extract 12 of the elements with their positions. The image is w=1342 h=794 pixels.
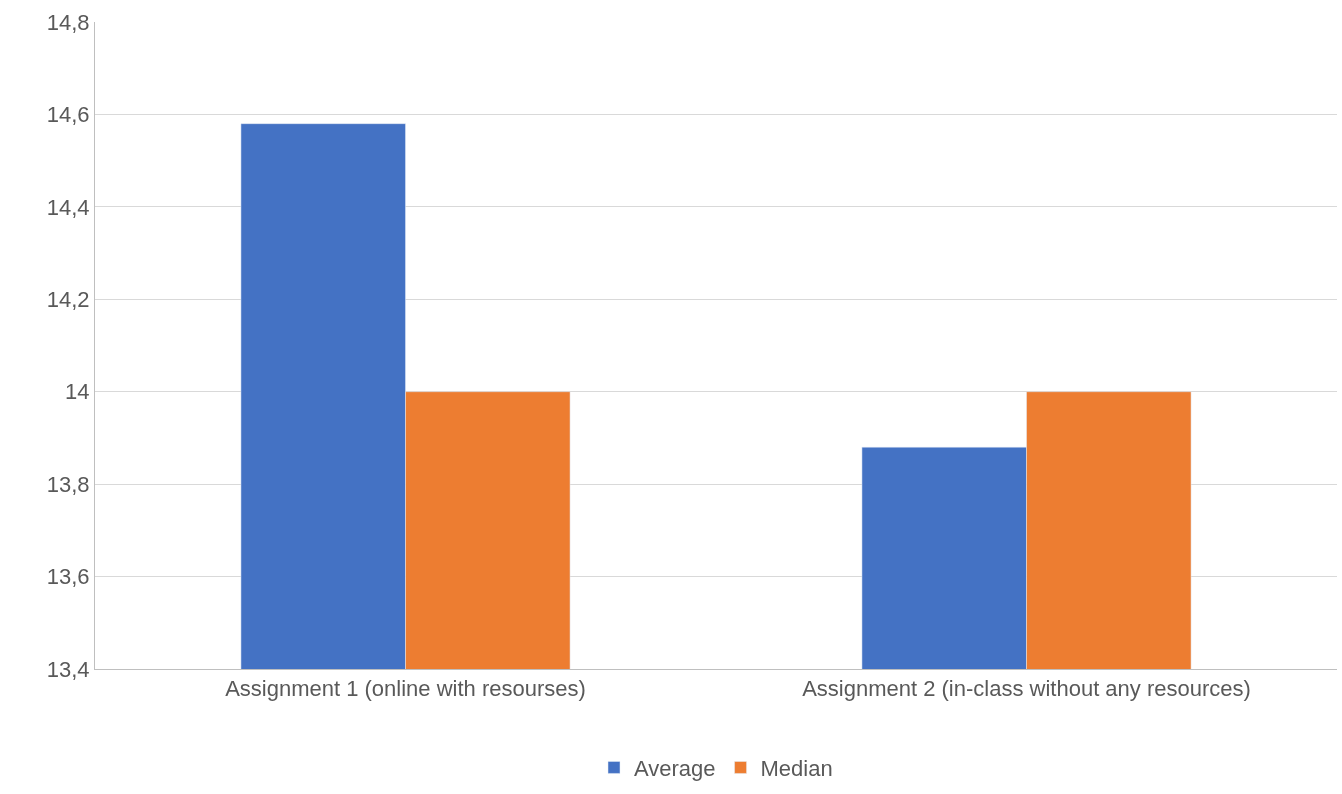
x-tick-label: Assignment 1 (online with resourses) (225, 676, 586, 702)
y-tick-label: 14,4 (46, 194, 90, 220)
x-tick-label: Assignment 2 (in-class without any resources) (802, 676, 1251, 702)
y-tick-label: 13,4 (46, 656, 90, 682)
y-tick-label: 13,8 (46, 471, 90, 497)
y-tick-label: 14,8 (46, 9, 90, 35)
legend-label: Average (634, 756, 716, 782)
y-tick-label: 14 (65, 379, 90, 405)
y-tick-label: 13,6 (46, 564, 90, 590)
y-tick-label: 14,6 (46, 102, 90, 128)
legend-label: Median (760, 756, 833, 782)
y-tick-label: 14,2 (46, 286, 90, 312)
